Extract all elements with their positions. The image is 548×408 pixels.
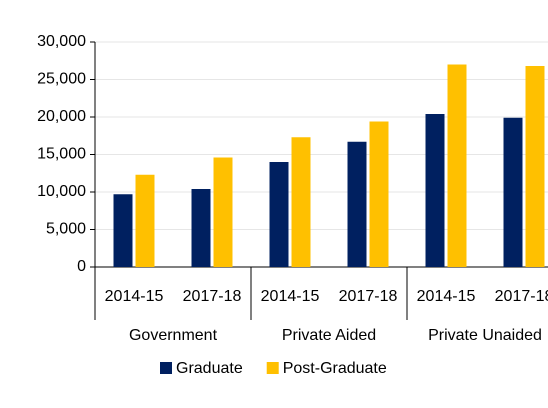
bar <box>291 137 311 267</box>
bar <box>269 162 289 267</box>
group-label: Private Unaided <box>428 327 542 344</box>
y-tick-label: 25,000 <box>37 71 86 88</box>
y-tick-label: 30,000 <box>37 33 86 50</box>
legend-swatch <box>266 362 279 374</box>
x-tick-label: 2017-18 <box>339 288 398 305</box>
x-tick-label: 2014-15 <box>261 288 320 305</box>
bar <box>369 121 389 267</box>
y-tick-label: 5,000 <box>46 221 86 238</box>
bar <box>447 64 467 267</box>
bar <box>503 117 523 267</box>
bar <box>113 194 133 267</box>
group-label: Private Aided <box>282 327 376 344</box>
bar <box>425 114 445 267</box>
y-tick-label: 10,000 <box>37 183 86 200</box>
y-tick-label: 15,000 <box>37 146 86 163</box>
bar <box>191 189 211 267</box>
x-tick-label: 2017-18 <box>495 288 548 305</box>
legend-label: Graduate <box>176 360 243 377</box>
group-label: Government <box>129 327 218 344</box>
x-tick-label: 2014-15 <box>105 288 164 305</box>
y-tick-label: 0 <box>77 258 86 275</box>
bar <box>347 141 367 267</box>
legend-label: Post-Graduate <box>283 360 387 377</box>
bar <box>213 157 233 267</box>
x-tick-label: 2014-15 <box>417 288 476 305</box>
bar <box>135 174 155 267</box>
bar <box>525 66 545 267</box>
legend-swatch <box>160 362 172 374</box>
y-tick-label: 20,000 <box>37 108 86 125</box>
x-tick-label: 2017-18 <box>183 288 242 305</box>
